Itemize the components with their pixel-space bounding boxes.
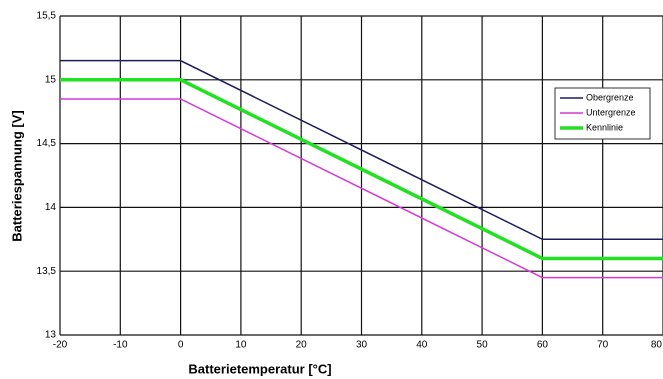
series-line	[60, 78, 663, 261]
x-tick-label: 20	[296, 340, 308, 351]
y-axis-label: Batteriespannung [V]	[9, 110, 24, 241]
y-tick-label: 13,5	[37, 266, 57, 277]
y-tick-label: 13	[45, 330, 57, 341]
y-tick-label: 14,5	[37, 138, 57, 149]
legend-label: Obergrenze	[586, 92, 634, 102]
x-tick-label: 40	[416, 340, 428, 351]
x-axis-label: Batterietemperatur [°C]	[188, 361, 331, 376]
y-tick-label: 15,5	[37, 11, 57, 22]
legend-label: Untergrenze	[586, 107, 636, 117]
x-tick-label: 50	[477, 340, 489, 351]
x-tick-label: -10	[113, 340, 128, 351]
y-tick-label: 14	[45, 202, 57, 213]
x-tick-label: 80	[651, 340, 663, 351]
x-tick-label: 60	[537, 340, 549, 351]
x-tick-label: -20	[53, 340, 68, 351]
legend-label: Kennlinie	[586, 122, 623, 132]
x-tick-label: 30	[356, 340, 368, 351]
series-line	[60, 59, 663, 241]
x-tick-label: 0	[178, 340, 184, 351]
series-line	[60, 98, 663, 279]
x-tick-label: 10	[235, 340, 247, 351]
x-tick-label: 70	[597, 340, 609, 351]
y-tick-label: 15	[45, 74, 57, 85]
